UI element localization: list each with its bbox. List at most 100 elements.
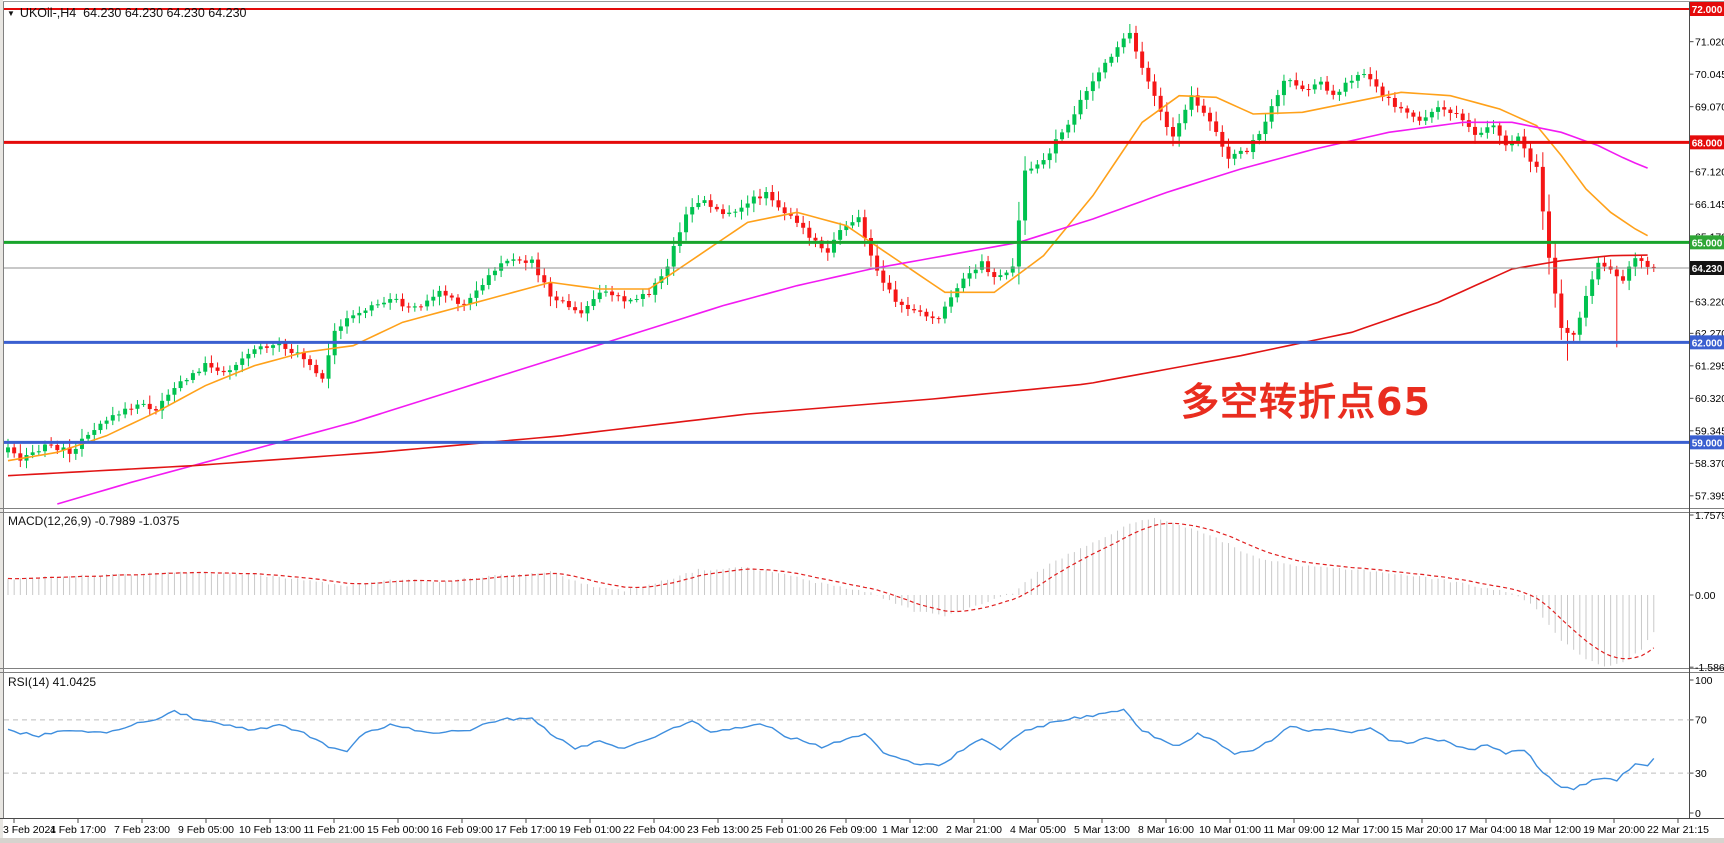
candle-body — [1238, 150, 1243, 154]
candle-body — [474, 290, 479, 298]
candle-body — [659, 276, 664, 283]
panel-splitter[interactable] — [0, 669, 1724, 673]
candle-body — [400, 298, 405, 307]
candle-body — [1442, 107, 1447, 110]
candle-body — [443, 290, 448, 296]
time-axis-label: 4 Feb 17:00 — [50, 824, 106, 836]
macd-panel[interactable] — [7, 517, 1655, 667]
candle-body — [1343, 82, 1348, 92]
price-scale-area[interactable] — [1690, 2, 1724, 818]
price-badge-64.230 — [1690, 260, 1724, 275]
candle-body — [1288, 80, 1293, 82]
candle-body — [899, 301, 904, 305]
candle-body — [665, 266, 670, 277]
candle-body — [573, 307, 578, 311]
candle-body — [1596, 262, 1601, 280]
candle-body — [1140, 51, 1145, 68]
candle-body — [511, 259, 516, 261]
candle-body — [912, 309, 917, 311]
candle-body — [480, 284, 485, 291]
candle-body — [1183, 109, 1188, 124]
candle-body — [1503, 135, 1508, 146]
candle-body — [529, 259, 534, 263]
candle-body — [18, 453, 23, 461]
candle-body — [221, 370, 226, 373]
candle-body — [1337, 91, 1342, 95]
candle-body — [807, 227, 812, 238]
time-axis-label: 1 Mar 12:00 — [882, 824, 938, 836]
candle-body — [770, 191, 775, 201]
time-axis-label: 8 Mar 16:00 — [1138, 824, 1194, 836]
time-axis-label: 9 Feb 05:00 — [178, 824, 234, 836]
price-badge-label: 62.000 — [1692, 338, 1723, 349]
candle-body — [684, 214, 689, 233]
candle-body — [536, 259, 541, 276]
macd-scale-label: 1.7579 — [1695, 510, 1724, 522]
candle-body — [1411, 112, 1416, 117]
price-tick-label: 58.370 — [1695, 458, 1724, 470]
candle-body — [1047, 153, 1052, 161]
candle-body — [1029, 168, 1034, 171]
window-bottom-border — [0, 838, 1724, 843]
candle-body — [153, 409, 158, 411]
candle-body — [320, 373, 325, 379]
candle-body — [622, 296, 627, 302]
ohlc-quotes-label: 64.230 64.230 64.230 64.230 — [83, 6, 247, 20]
candle-body — [936, 318, 941, 320]
rsi-panel[interactable] — [4, 708, 1690, 791]
candle-body — [1473, 126, 1478, 135]
candle-body — [314, 364, 319, 374]
candle-body — [178, 381, 183, 389]
candle-body — [591, 299, 596, 307]
panel-splitter[interactable] — [0, 509, 1724, 513]
time-axis-label: 11 Mar 09:00 — [1263, 824, 1324, 836]
candle-body — [677, 232, 682, 247]
macd-indicator-label: MACD(12,26,9) -0.7989 -1.0375 — [8, 514, 180, 528]
candle-body — [831, 239, 836, 253]
rsi-line — [7, 708, 1655, 791]
price-tick-label: 67.120 — [1695, 166, 1724, 178]
macd-scale-label: -1.5867 — [1695, 662, 1724, 674]
candle-body — [1466, 120, 1471, 127]
time-axis-label: 16 Feb 09:00 — [431, 824, 493, 836]
candle-body — [1035, 164, 1040, 169]
symbol-dropdown-icon[interactable]: ▼ — [7, 9, 15, 18]
time-axis-label: 25 Feb 01:00 — [751, 824, 813, 836]
candle-body — [1528, 148, 1533, 162]
price-badge-59.000 — [1690, 435, 1724, 450]
candle-body — [184, 379, 189, 382]
candle-body — [745, 203, 750, 208]
candle-body — [227, 370, 232, 373]
candle-body — [992, 272, 997, 278]
candle-body — [55, 445, 60, 451]
candle-body — [585, 306, 590, 314]
candle-body — [597, 292, 602, 300]
candle-body — [905, 304, 910, 310]
candlestick-series[interactable] — [6, 23, 1656, 469]
candle-body — [1121, 38, 1126, 48]
candle-body — [1158, 95, 1163, 112]
candle-body — [1590, 279, 1595, 296]
candle-body — [733, 211, 738, 213]
candle-body — [1010, 266, 1015, 273]
candle-body — [437, 290, 442, 297]
candle-body — [468, 297, 473, 305]
symbol-timeframe-label: UKOil-,H4 — [19, 6, 77, 20]
rsi-scale-label: 30 — [1695, 768, 1707, 780]
rsi-scale-label: 100 — [1695, 675, 1713, 687]
time-axis-label: 3 Feb 2021 — [3, 824, 56, 836]
candle-body — [1078, 99, 1083, 115]
candle-body — [197, 371, 202, 374]
candle-body — [1103, 62, 1108, 73]
candle-body — [1583, 295, 1588, 318]
ma-slow-red — [7, 254, 1648, 477]
candle-body — [727, 212, 732, 215]
candle-body — [283, 342, 288, 349]
candle-body — [1164, 111, 1169, 128]
candle-body — [234, 364, 239, 371]
candle-body — [12, 447, 17, 454]
candle-body — [610, 291, 615, 296]
candle-body — [739, 207, 744, 212]
